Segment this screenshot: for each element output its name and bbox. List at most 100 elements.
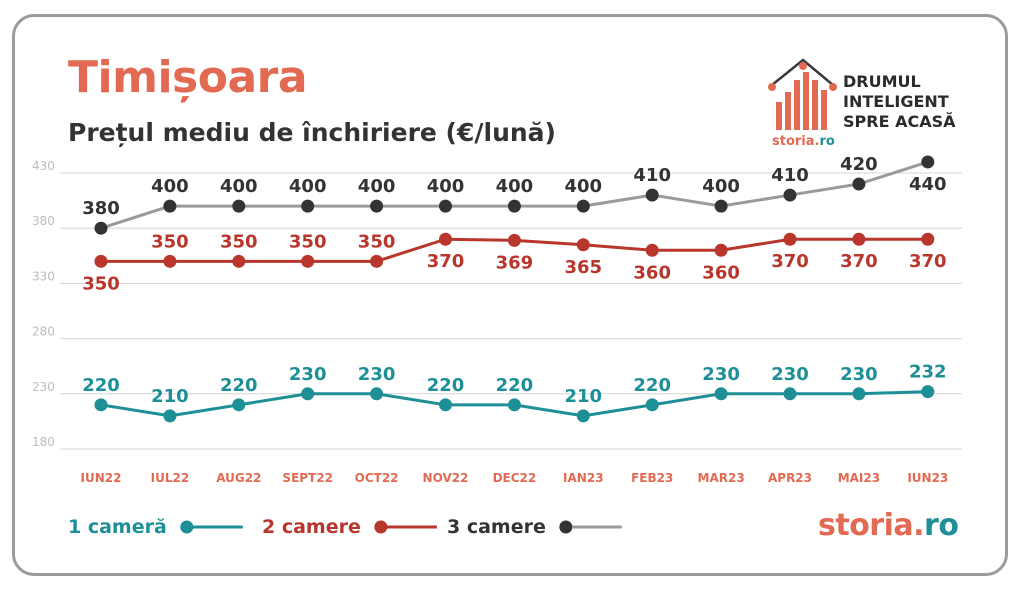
data-label: 420	[840, 154, 878, 175]
data-point	[94, 221, 108, 235]
legend-label: 3 camere	[447, 516, 546, 538]
x-tick-label: DEC22	[493, 471, 537, 485]
data-label: 400	[702, 176, 740, 197]
data-point	[921, 232, 935, 246]
data-point	[370, 199, 384, 213]
legend-marker	[180, 520, 194, 534]
x-tick-label: IAN23	[563, 471, 604, 485]
data-point	[163, 409, 177, 423]
logo-dot: .	[814, 134, 820, 149]
data-label: 230	[289, 364, 327, 385]
data-label: 350	[358, 231, 396, 252]
y-tick-label: 180	[32, 435, 55, 449]
data-label: 360	[633, 262, 671, 283]
x-tick-label: AUG22	[216, 471, 261, 485]
tagline-line: INTELIGENT	[843, 92, 949, 111]
logo-text: storia	[818, 508, 914, 543]
y-tick-label: 230	[32, 380, 55, 394]
data-point	[301, 387, 315, 401]
data-point	[576, 199, 590, 213]
data-point	[783, 232, 797, 246]
logo-tld: ro	[924, 508, 959, 543]
data-point	[439, 232, 452, 246]
data-label: 380	[82, 198, 120, 219]
y-tick-label: 330	[32, 269, 55, 283]
data-point	[852, 177, 866, 191]
legend-marker	[374, 520, 388, 534]
data-point	[921, 385, 935, 399]
data-label: 400	[220, 176, 258, 197]
data-label: 440	[909, 174, 947, 195]
data-point	[370, 254, 384, 268]
data-label: 350	[220, 231, 258, 252]
x-tick-label: SEPT22	[282, 471, 333, 485]
house-logo-icon	[768, 58, 837, 130]
data-point	[507, 199, 521, 213]
data-point	[783, 387, 797, 401]
data-point	[94, 398, 108, 412]
legend-label: 1 cameră	[68, 516, 167, 538]
x-tick-label: IUN23	[907, 471, 948, 485]
data-point	[852, 387, 866, 401]
data-label: 400	[151, 176, 189, 197]
data-label: 410	[633, 165, 671, 186]
data-point	[507, 233, 521, 247]
x-tick-label: MAR23	[698, 471, 745, 485]
data-label: 230	[702, 364, 740, 385]
page-title: Timișoara	[68, 52, 308, 103]
data-label: 370	[427, 251, 465, 272]
data-point	[370, 387, 384, 401]
legend-marker	[559, 520, 573, 534]
data-label: 220	[496, 375, 534, 396]
data-point	[921, 155, 935, 169]
chart-subtitle: Prețul mediu de închiriere (€/lună)	[68, 118, 556, 147]
x-tick-label: MAI23	[838, 471, 880, 485]
data-label: 350	[82, 273, 120, 294]
logo-dot: .	[913, 508, 925, 543]
data-label: 400	[496, 176, 534, 197]
data-point	[507, 398, 521, 412]
tagline-line: SPRE ACASĂ	[843, 112, 956, 131]
data-point	[439, 398, 452, 412]
data-label: 220	[633, 375, 671, 396]
data-label: 230	[771, 364, 809, 385]
data-label: 220	[82, 375, 120, 396]
data-point	[714, 199, 728, 213]
data-label: 230	[358, 364, 396, 385]
data-label: 360	[702, 262, 740, 283]
data-label: 400	[427, 176, 465, 197]
x-tick-label: APR23	[768, 471, 812, 485]
x-tick-label: IUL22	[151, 471, 190, 485]
data-label: 369	[496, 252, 534, 273]
x-tick-label: IUN22	[81, 471, 122, 485]
brand-tagline: DRUMUL INTELIGENT SPRE ACASĂ	[843, 72, 955, 132]
data-point	[232, 398, 246, 412]
logo-tld: ro	[819, 134, 835, 149]
data-point	[94, 254, 108, 268]
logo-text: storia	[772, 134, 815, 149]
data-point	[576, 238, 590, 252]
x-tick-label: NOV22	[423, 471, 469, 485]
data-point	[232, 254, 246, 268]
data-label: 350	[289, 231, 327, 252]
legend-label: 2 camere	[262, 516, 361, 538]
data-point	[783, 188, 797, 202]
data-label: 370	[909, 251, 947, 272]
data-label: 230	[840, 364, 878, 385]
chart-card	[12, 14, 1008, 576]
data-label: 400	[565, 176, 603, 197]
data-point	[301, 199, 315, 213]
data-point	[163, 199, 177, 213]
data-point	[714, 387, 728, 401]
data-label: 365	[565, 257, 603, 278]
data-label: 210	[151, 386, 189, 407]
data-label: 370	[840, 251, 878, 272]
data-point	[163, 254, 177, 268]
data-point	[576, 409, 590, 423]
data-label: 210	[565, 386, 603, 407]
y-tick-label: 380	[32, 214, 55, 228]
data-point	[439, 199, 452, 213]
y-tick-label: 430	[32, 159, 55, 173]
y-tick-label: 280	[32, 325, 55, 339]
data-point	[301, 254, 315, 268]
